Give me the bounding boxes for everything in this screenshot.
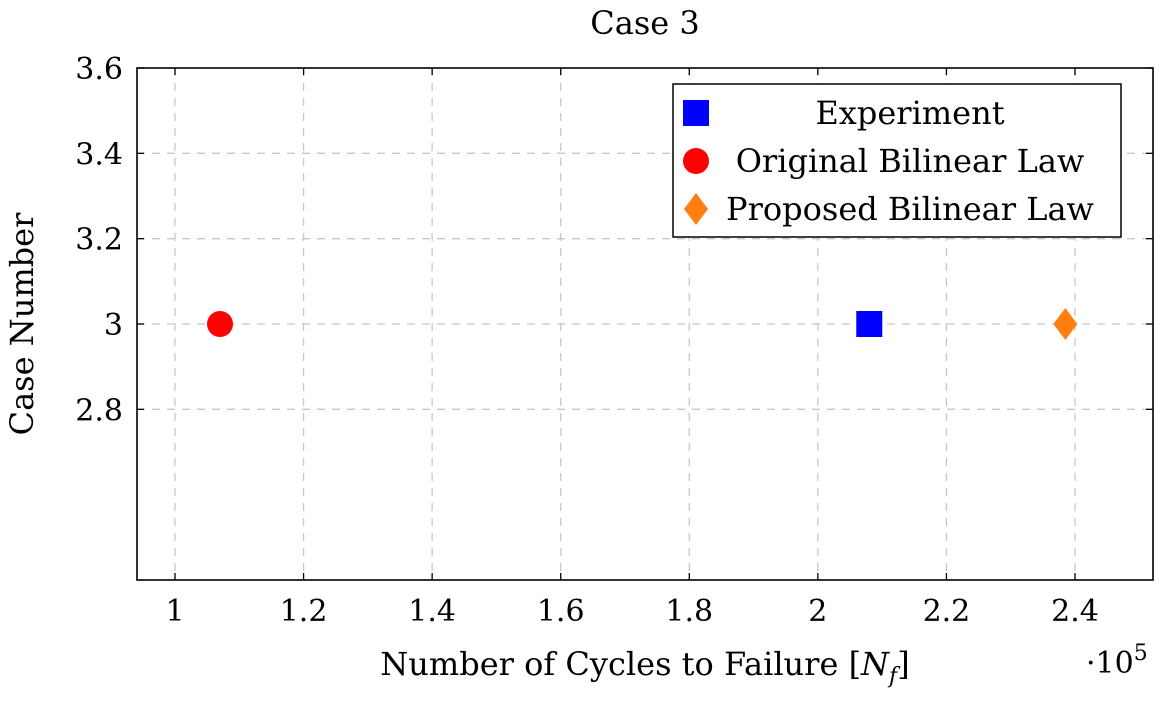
x-tick-label: 1.8 bbox=[665, 594, 713, 629]
grid bbox=[137, 68, 1153, 580]
y-tick-label: 3.2 bbox=[75, 223, 123, 258]
x-tick-label: 1.2 bbox=[280, 594, 328, 629]
x-axis-multiplier: ·105 bbox=[1086, 641, 1148, 681]
y-axis-label: Case Number bbox=[3, 212, 41, 435]
y-tick-label: 3 bbox=[104, 308, 123, 343]
y-tick-label: 2.8 bbox=[75, 393, 123, 428]
x-tick-label: 1.4 bbox=[408, 594, 456, 629]
circle-point bbox=[207, 311, 233, 337]
y-tick-label: 3.4 bbox=[75, 137, 123, 172]
x-axis-label-symbol: N bbox=[860, 645, 890, 683]
legend-diamond-icon bbox=[684, 193, 708, 225]
legend-box bbox=[672, 83, 1122, 238]
x-axis-multiplier-exponent: 5 bbox=[1134, 641, 1148, 666]
x-tick-label: 1 bbox=[165, 594, 184, 629]
diamond-point bbox=[1053, 308, 1078, 340]
square-point bbox=[856, 311, 883, 337]
x-tick-label: 2 bbox=[808, 594, 827, 629]
x-axis-ticks: 1 1.2 1.4 1.6 1.8 2 2.2 2.4 bbox=[165, 68, 1099, 629]
x-tick-label: 2.4 bbox=[1051, 594, 1099, 629]
chart-title: Case 3 bbox=[590, 4, 699, 42]
data-points bbox=[207, 308, 1078, 340]
x-axis-label-end: ] bbox=[897, 645, 909, 683]
x-tick-label: 1.6 bbox=[537, 594, 585, 629]
y-tick-label: 3.6 bbox=[75, 52, 123, 87]
x-tick-label: 2.2 bbox=[923, 594, 971, 629]
legend-label: Proposed Bilinear Law bbox=[726, 190, 1094, 228]
x-axis-multiplier-base: ·10 bbox=[1086, 646, 1134, 681]
legend-square-icon bbox=[683, 100, 709, 126]
legend: Experiment Original Bilinear Law Proposed … bbox=[672, 83, 1122, 238]
y-axis-ticks: 2.8 3 3.2 3.4 3.6 bbox=[75, 52, 1153, 428]
legend-circle-icon bbox=[683, 148, 709, 174]
legend-label: Original Bilinear Law bbox=[736, 142, 1085, 180]
x-axis-label-text: Number of Cycles to Failure [ bbox=[380, 645, 861, 683]
x-axis-label: Number of Cycles to Failure [Nf] bbox=[380, 645, 909, 689]
legend-label: Experiment bbox=[815, 94, 1004, 132]
